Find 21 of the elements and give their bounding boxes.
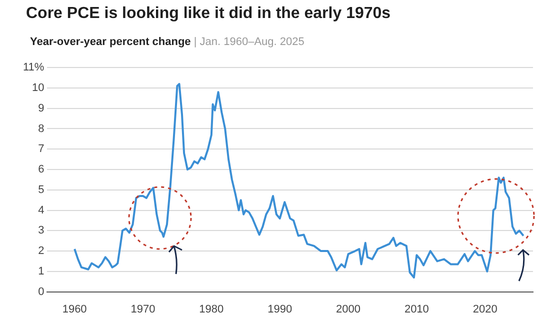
y-tick-label: 6 — [38, 164, 44, 176]
x-tick-label: 2010 — [404, 303, 429, 316]
y-tick-label: 9 — [38, 102, 44, 114]
y-tick-label: 4 — [38, 204, 44, 216]
y-tick-label: 10 — [32, 82, 44, 94]
y-tick-label: 8 — [38, 122, 44, 135]
chart-title: Core PCE is looking like it did in the early 1970s — [26, 5, 391, 23]
x-tick-label: 1990 — [268, 303, 292, 316]
x-tick-label: 1980 — [199, 303, 224, 316]
y-tick-label: 11% — [22, 62, 44, 74]
y-tick-label: 7 — [38, 143, 44, 156]
y-tick-label: 3 — [38, 224, 44, 237]
y-tick-label: 2 — [38, 245, 44, 258]
chart-subtitle: Year-over-year percent change | Jan. 1960–Aug. 2025 — [30, 36, 304, 48]
y-tick-label: 5 — [38, 184, 44, 196]
x-tick-label: 2020 — [472, 303, 498, 316]
x-tick-label: 1960 — [62, 303, 87, 316]
y-tick-label: 1 — [38, 265, 44, 278]
y-tick-label: 0 — [38, 286, 44, 298]
x-tick-label: 2000 — [336, 303, 360, 316]
x-tick-label: 1970 — [130, 303, 156, 316]
